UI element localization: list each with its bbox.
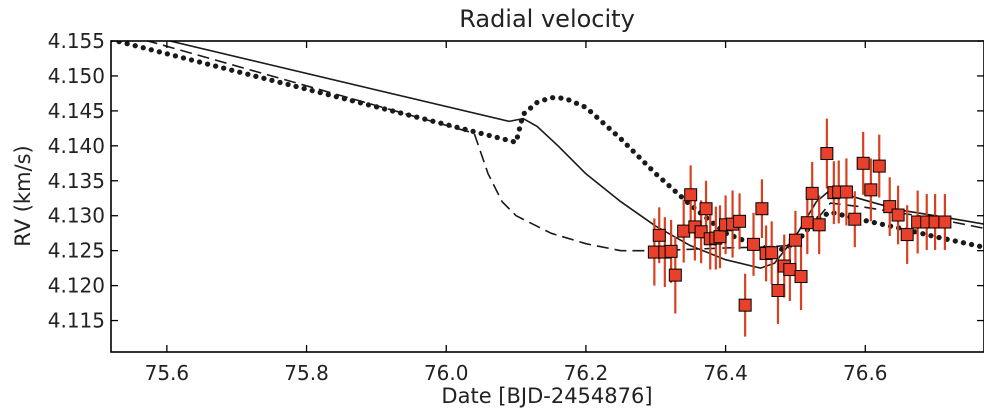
y-tick-label: 4.125 bbox=[48, 239, 105, 263]
data-point bbox=[900, 228, 914, 242]
data-point bbox=[664, 244, 678, 258]
model-curves bbox=[111, 41, 984, 269]
y-tick-label: 4.155 bbox=[48, 29, 105, 53]
y-axis-label: RV (km/s) bbox=[11, 145, 35, 247]
observation-points bbox=[647, 118, 952, 337]
y-tick-label: 4.140 bbox=[48, 134, 105, 158]
y-tick-label: 4.130 bbox=[48, 204, 105, 228]
plot-frame bbox=[110, 40, 984, 353]
data-point bbox=[839, 185, 853, 199]
axis-ticks: 75.6 75.8 76.0 76.2 76.4 76.6 4.115 4.120 4.125 4… bbox=[48, 29, 984, 385]
data-point bbox=[848, 212, 862, 226]
x-tick-label: 76.0 bbox=[424, 361, 469, 385]
data-point bbox=[755, 202, 769, 216]
y-tick-label: 4.145 bbox=[48, 99, 105, 123]
data-point bbox=[668, 268, 682, 282]
data-point bbox=[872, 159, 886, 173]
data-point bbox=[805, 186, 819, 200]
data-point bbox=[812, 218, 826, 232]
data-point bbox=[684, 188, 698, 202]
data-point bbox=[783, 263, 797, 277]
data-point bbox=[800, 216, 814, 230]
x-tick-label: 75.8 bbox=[284, 361, 329, 385]
data-point bbox=[677, 224, 691, 238]
data-point bbox=[765, 246, 779, 260]
data-point bbox=[738, 298, 752, 312]
x-tick-label: 76.4 bbox=[703, 361, 748, 385]
data-point bbox=[820, 147, 834, 161]
x-tick-label: 75.6 bbox=[145, 361, 190, 385]
data-point bbox=[747, 237, 761, 251]
x-tick-label: 76.2 bbox=[564, 361, 609, 385]
data-point bbox=[699, 202, 713, 216]
data-point bbox=[864, 183, 878, 197]
y-tick-label: 4.150 bbox=[48, 64, 105, 88]
data-point bbox=[856, 156, 870, 170]
data-point bbox=[733, 214, 747, 228]
data-point bbox=[652, 228, 666, 242]
data-point bbox=[891, 208, 905, 222]
chart-title: Radial velocity bbox=[459, 5, 635, 33]
x-tick-label: 76.6 bbox=[843, 361, 888, 385]
data-point bbox=[788, 233, 802, 247]
data-point bbox=[938, 215, 952, 229]
y-tick-label: 4.115 bbox=[48, 309, 105, 333]
model-line-solid bbox=[166, 41, 984, 269]
data-point bbox=[713, 230, 727, 244]
y-tick-label: 4.120 bbox=[48, 274, 105, 298]
data-point bbox=[794, 270, 808, 284]
x-axis-label: Date [BJD-2454876] bbox=[441, 384, 652, 408]
y-tick-label: 4.135 bbox=[48, 169, 105, 193]
data-point bbox=[771, 283, 785, 297]
